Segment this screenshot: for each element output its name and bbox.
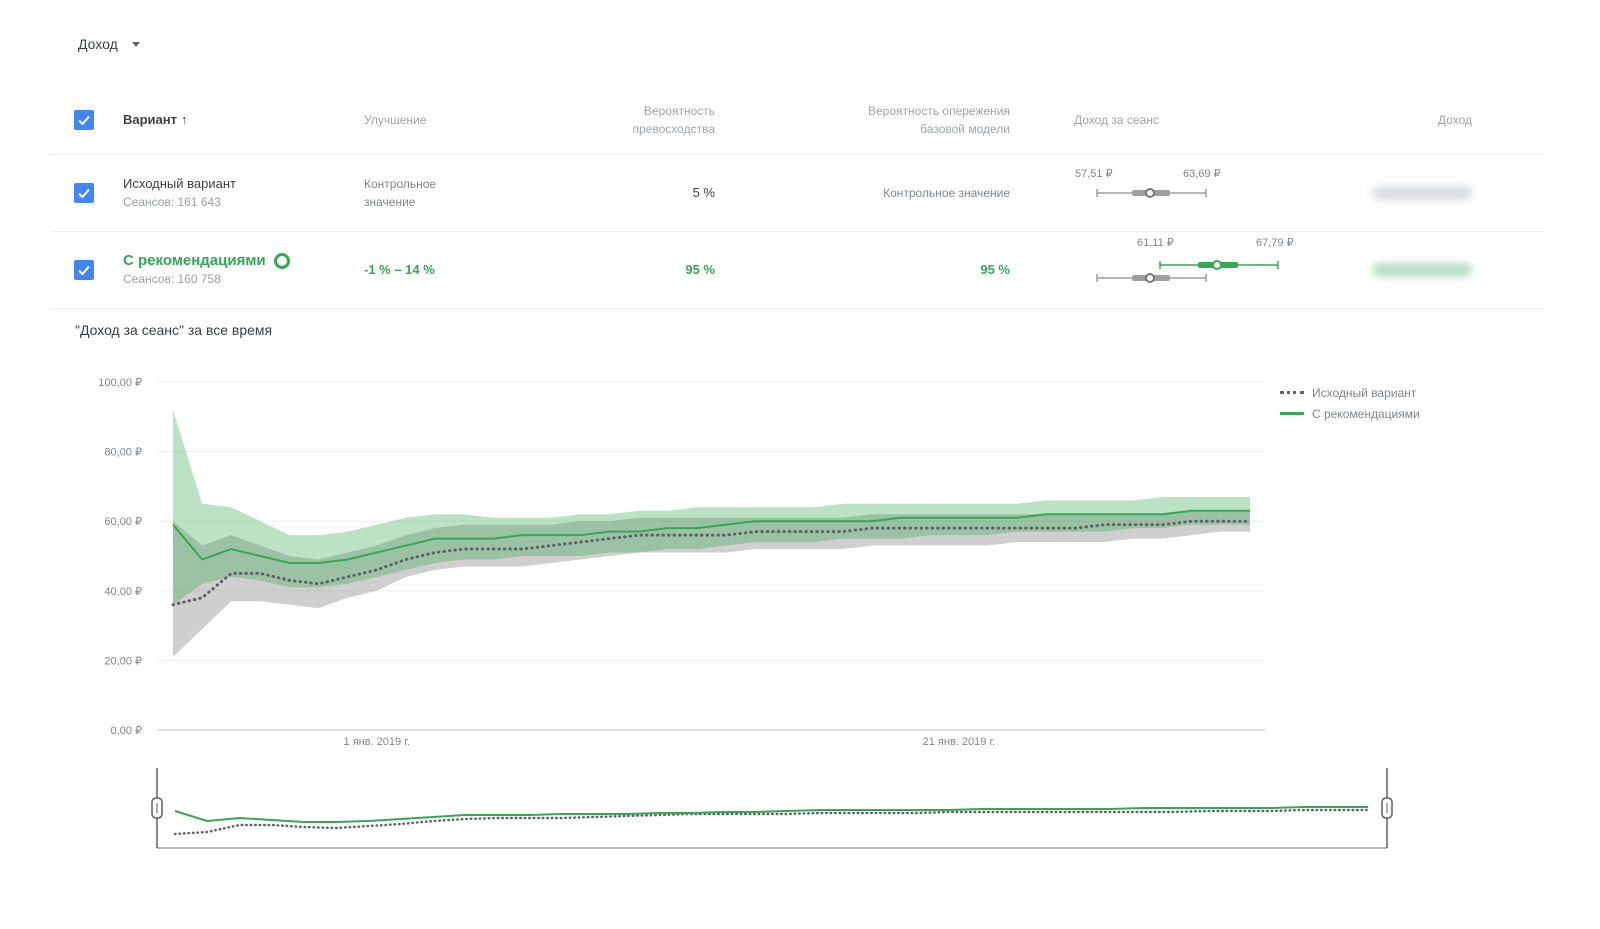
- chevron-down-icon: [131, 41, 140, 47]
- x-tick-label: 1 янв. 2019 г.: [344, 736, 410, 748]
- recommendations-confidence-band: [173, 409, 1250, 605]
- dotted-line-swatch: [1280, 391, 1304, 394]
- variant-name: С рекомендациями: [123, 252, 266, 269]
- navigator-baseline-line: [173, 808, 1370, 836]
- variant-sessions: Сеансов: 161 643: [123, 195, 221, 209]
- revenue-per-session-chart: 100,00 ₽ 80,00 ₽ 60,00 ₽ 40,00 ₽ 20,00 ₽ 0,00…: [98, 377, 1265, 748]
- revenue-header: Доход: [1437, 113, 1472, 127]
- solid-line-swatch: [1280, 412, 1304, 415]
- variant-header-label: Вариант: [123, 112, 177, 127]
- revenue-range-cell: 61,11 ₽ 67,79 ₽: [1070, 232, 1310, 308]
- legend-label-baseline: Исходный вариант: [1312, 385, 1417, 400]
- select-all-checkbox[interactable]: [74, 110, 94, 130]
- sort-variant-header[interactable]: Вариант ↑: [123, 111, 188, 129]
- range-high-label: 63,69 ₽: [1183, 168, 1221, 180]
- revenue-per-session-header: Доход за сеанс: [1074, 113, 1159, 127]
- variant-name: Исходный вариант: [123, 176, 236, 191]
- prob-best-value: 95 %: [685, 262, 715, 277]
- prob-best-value: 5 %: [692, 185, 715, 200]
- legend-item-recommendations[interactable]: С рекомендациями: [1280, 403, 1420, 424]
- x-tick-label: 21 янв. 2019 г.: [923, 736, 996, 748]
- metric-dropdown[interactable]: Доход: [78, 36, 140, 52]
- range-low-label: 61,11 ₽: [1137, 237, 1174, 249]
- table-row: С рекомендациями Сеансов: 160 758 -1 % –…: [50, 232, 1545, 309]
- legend-item-baseline[interactable]: Исходный вариант: [1280, 382, 1420, 403]
- improvement-value-line2: значение: [364, 195, 416, 209]
- y-tick-label: 60,00 ₽: [104, 516, 142, 528]
- revenue-range-recommendations: 61,11 ₽ 67,79 ₽: [1096, 237, 1294, 283]
- prob-best-header-line2: превосходства: [632, 122, 715, 136]
- check-icon: [78, 265, 90, 276]
- table-header: Вариант ↑ Улучшение Вероятность превосхо…: [50, 86, 1545, 155]
- range-low-label: 57,51 ₽: [1075, 168, 1113, 180]
- prob-beat-value: 95 %: [980, 262, 1010, 277]
- variants-table: Вариант ↑ Улучшение Вероятность превосхо…: [50, 86, 1545, 309]
- variant-sessions: Сеансов: 160 758: [123, 272, 221, 286]
- navigator-recommendations-line: [174, 806, 1368, 823]
- y-tick-label: 40,00 ₽: [104, 586, 142, 598]
- revenue-value-redacted: [1372, 186, 1472, 200]
- metric-dropdown-label: Доход: [78, 36, 118, 52]
- range-navigator[interactable]: [0, 760, 1400, 860]
- chart-title: "Доход за сеанс" за все время: [75, 322, 273, 338]
- recommendations-series-line: [172, 509, 1250, 564]
- y-tick-label: 100,00 ₽: [98, 377, 142, 389]
- legend-label-recommendations: С рекомендациями: [1312, 406, 1420, 421]
- prob-beat-value: Контрольное значение: [883, 186, 1010, 200]
- chart-legend: Исходный вариант С рекомендациями: [1280, 382, 1420, 424]
- y-tick-label: 20,00 ₽: [104, 655, 142, 667]
- improvement-value: -1 % – 14 %: [364, 262, 435, 277]
- revenue-value-redacted: [1372, 263, 1472, 277]
- improvement-header: Улучшение: [364, 113, 427, 127]
- prob-beat-header-line1: Вероятность опережения: [868, 104, 1010, 118]
- revenue-range-cell: 57,51 ₽ 63,69 ₽: [1070, 155, 1270, 231]
- arrow-up-icon: ↑: [181, 112, 188, 127]
- baseline-confidence-band: [173, 510, 1250, 657]
- row-checkbox[interactable]: [74, 260, 94, 280]
- check-icon: [78, 115, 90, 126]
- row-checkbox[interactable]: [74, 183, 94, 203]
- table-row: Исходный вариант Сеансов: 161 643 Контро…: [50, 155, 1545, 232]
- revenue-range-baseline: 57,51 ₽ 63,69 ₽: [1075, 168, 1221, 198]
- y-tick-label: 0,00 ₽: [111, 725, 142, 737]
- prob-best-header-line1: Вероятность: [643, 104, 715, 118]
- variant-name-leader: С рекомендациями: [123, 252, 290, 270]
- prob-beat-header-line2: базовой модели: [920, 122, 1010, 136]
- check-icon: [78, 188, 90, 199]
- range-high-label: 67,79 ₽: [1256, 237, 1294, 249]
- y-tick-label: 80,00 ₽: [104, 447, 142, 459]
- improvement-value-line1: Контрольное: [364, 177, 437, 191]
- baseline-series-line: [171, 519, 1252, 607]
- leader-ring-icon: [273, 253, 290, 269]
